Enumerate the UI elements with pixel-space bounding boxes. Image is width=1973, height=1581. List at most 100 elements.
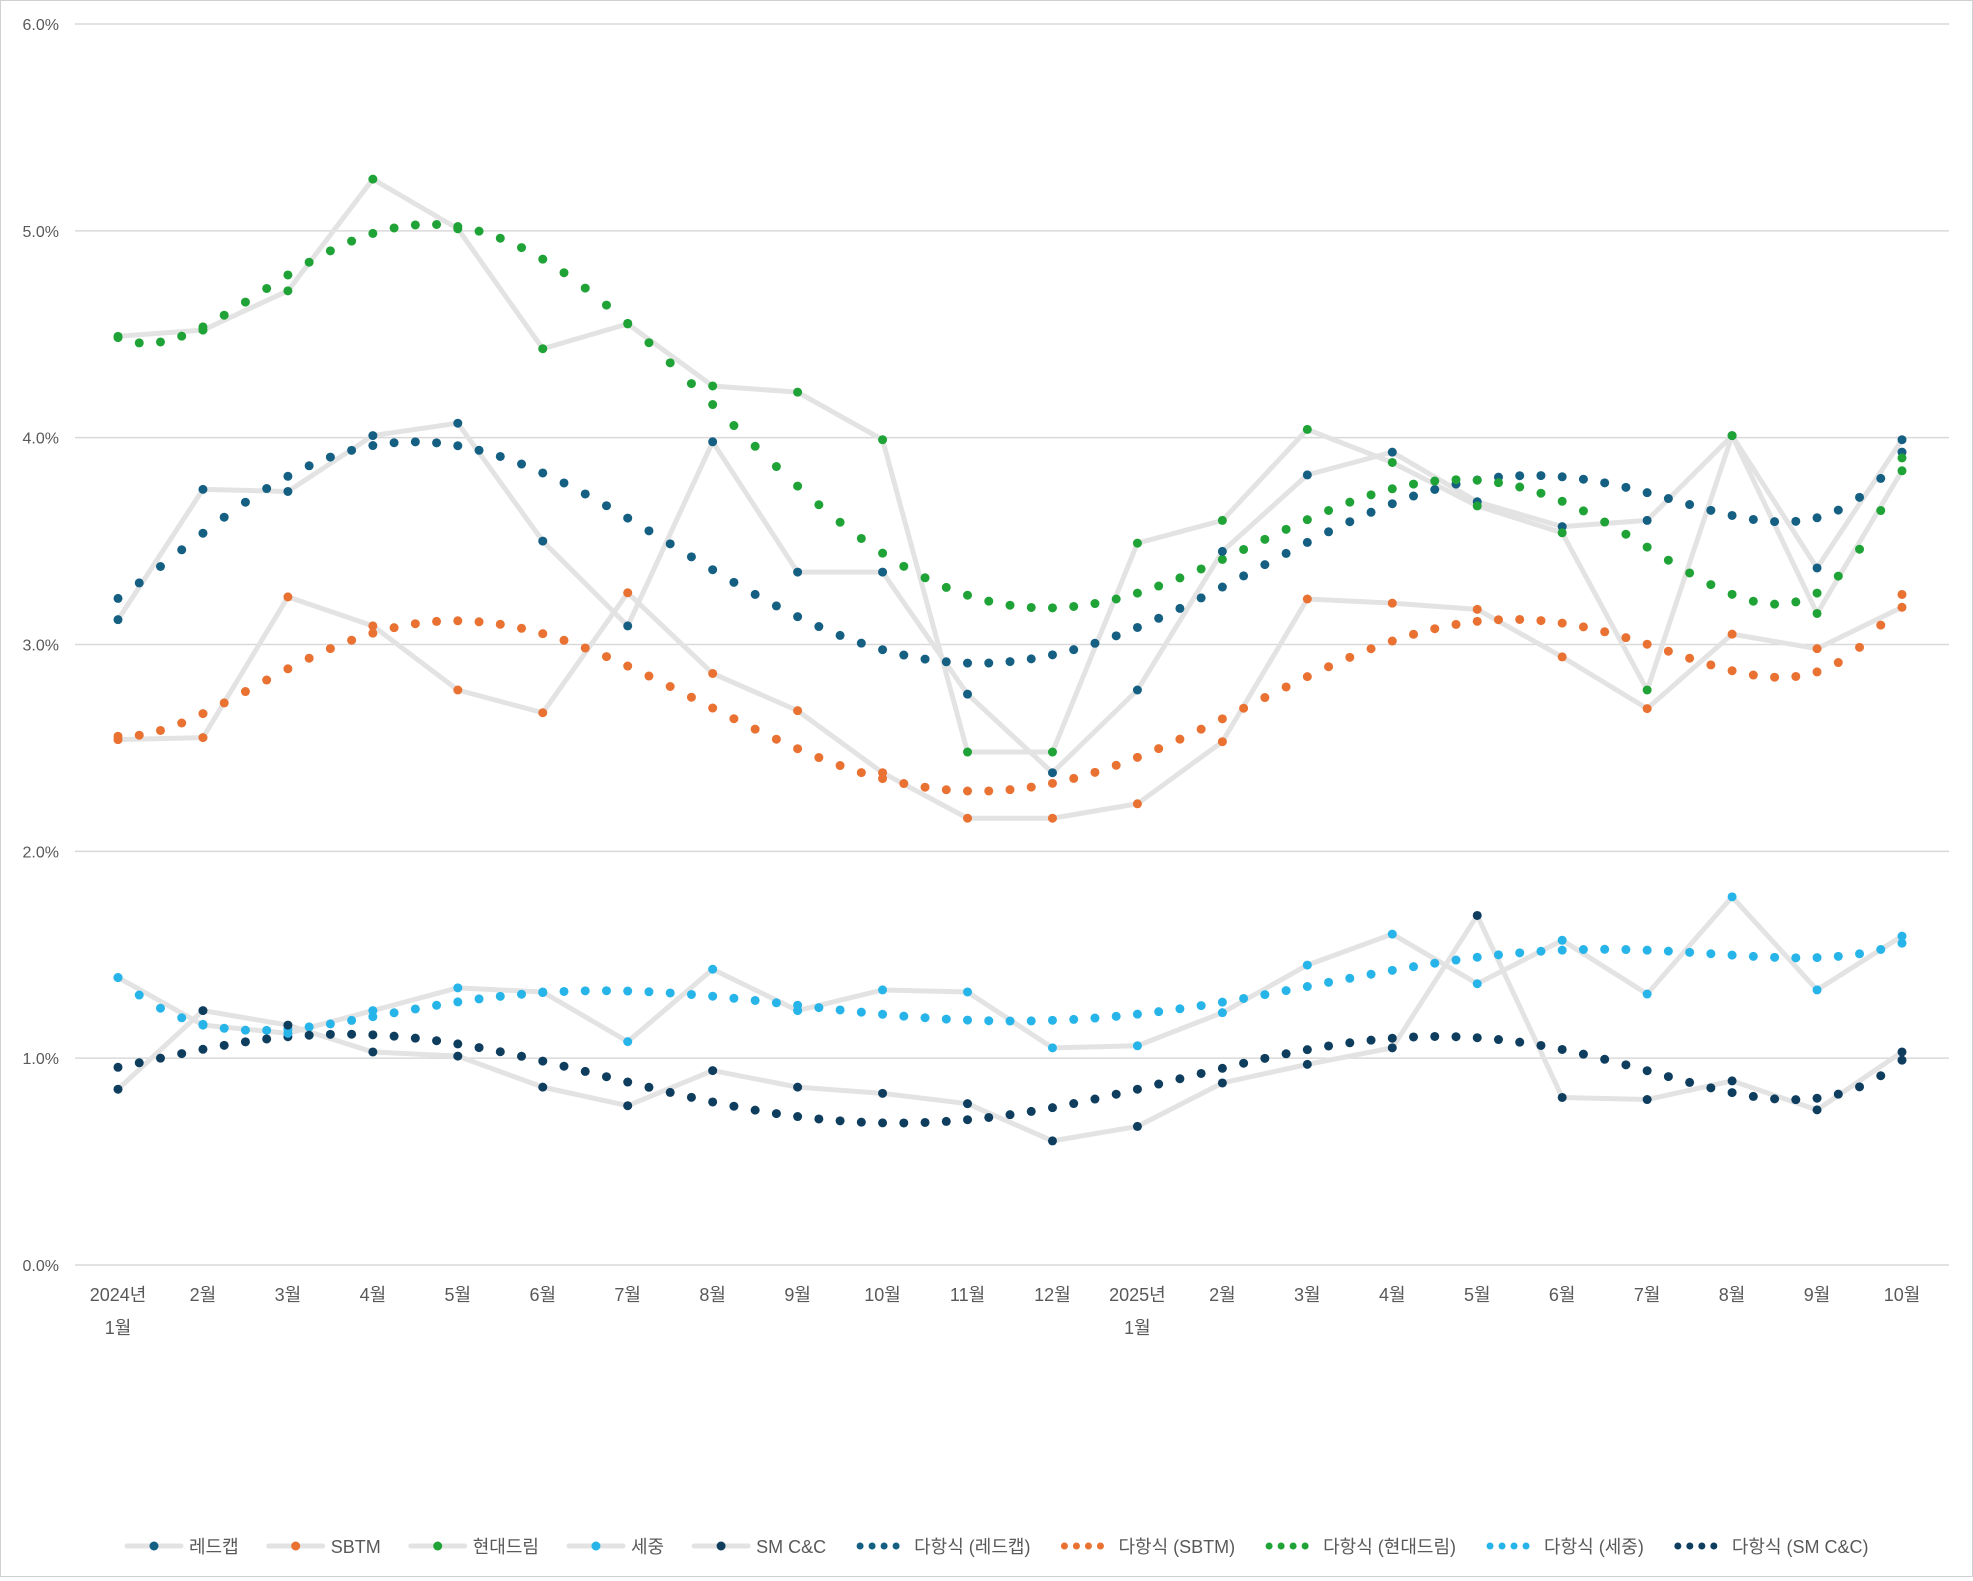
trendline-dot — [963, 590, 973, 600]
data-point — [1047, 747, 1057, 757]
trendline-dot — [177, 1049, 187, 1059]
trendline-dot — [1706, 580, 1716, 590]
legend-trend-swatch — [1301, 1542, 1309, 1550]
data-point — [793, 567, 803, 577]
trendline-dot — [686, 1092, 696, 1102]
data-point — [1047, 1136, 1057, 1146]
legend-trend-swatch — [1289, 1542, 1297, 1550]
legend-marker — [149, 1541, 159, 1551]
legend-trend-swatch — [1710, 1542, 1718, 1550]
trendline-dot — [495, 991, 505, 1001]
trendline-dot — [1663, 646, 1673, 656]
legend-label: 레드캡 — [189, 1537, 239, 1557]
trendline-dot — [240, 1025, 250, 1035]
trendline-dot — [198, 528, 208, 538]
trendline-dot — [1366, 507, 1376, 517]
trendline-dot — [1876, 1071, 1886, 1081]
data-point — [453, 983, 463, 993]
trendline-dot — [1154, 613, 1164, 623]
trendline-dot — [495, 233, 505, 243]
trendline-dot — [474, 445, 484, 455]
y-tick-label: 4.0% — [23, 431, 59, 448]
trendline-dot — [389, 623, 399, 633]
trendline-dot — [453, 997, 463, 1007]
trendline-dot — [1302, 1045, 1312, 1055]
legend-trend-swatch — [1522, 1542, 1530, 1550]
trendline-dot — [1642, 542, 1652, 552]
trendline-dot — [1578, 474, 1588, 484]
trendline-dot — [283, 664, 293, 674]
trendline-dot — [1621, 945, 1631, 955]
y-tick-label: 0.0% — [23, 1258, 59, 1275]
trendline-dot — [580, 283, 590, 293]
trendline-dot — [1515, 1037, 1525, 1047]
trendline-dot — [1557, 945, 1567, 955]
trendline-dot — [1239, 993, 1249, 1003]
trendline-dot — [1791, 953, 1801, 963]
trendline-dot — [580, 643, 590, 653]
trendline-dot — [1600, 517, 1610, 527]
trendline-dot — [1855, 492, 1865, 502]
trendline-dot — [538, 254, 548, 264]
trendline-dot — [1281, 1049, 1291, 1059]
trendline-dot — [1578, 506, 1588, 516]
series-line — [117, 590, 1904, 821]
data-point — [878, 567, 888, 577]
trendline-dot — [262, 484, 272, 494]
trendline-dot — [899, 1118, 909, 1128]
trendline-dot — [708, 703, 718, 713]
trendline-dot — [1833, 951, 1843, 961]
series-markers — [113, 174, 1907, 1146]
trendline-dot — [1217, 997, 1227, 1007]
legend-trend-swatch — [856, 1542, 864, 1550]
trendline-dot — [1366, 644, 1376, 654]
trendline-dot — [1685, 568, 1695, 578]
trendline-dot — [1005, 1110, 1015, 1120]
trendline-dot — [1727, 1088, 1737, 1098]
trendline-dot — [1451, 1032, 1461, 1042]
data-point — [1302, 594, 1312, 604]
data-point — [538, 1082, 548, 1092]
legend-trend-swatch — [880, 1542, 888, 1550]
trendline-dot — [1578, 622, 1588, 632]
trendline-dot — [262, 1034, 272, 1044]
x-tick-label: 4월 — [1379, 1285, 1406, 1305]
x-axis-ticks: 2024년 1월 2월 3월 4월 5월 6월 7월 8월 9월 10월 11월 12월 2025년 1월 2… — [90, 1285, 1921, 1338]
trendline-dot — [814, 1114, 824, 1124]
trendline-dot — [134, 990, 144, 1000]
trendline-dot — [1345, 497, 1355, 507]
trendline-dot — [1090, 1013, 1100, 1023]
legend-label: 다항식 (레드캡) — [914, 1537, 1030, 1557]
x-tick-label: 7월 — [614, 1285, 641, 1305]
trendline-dot — [1855, 1082, 1865, 1092]
trendline-dot — [1026, 1106, 1036, 1116]
trendline-dot — [1663, 946, 1673, 956]
trendline-dot — [1217, 554, 1227, 564]
data-point — [1642, 1095, 1652, 1105]
trendline-dot — [580, 986, 590, 996]
data-point — [1302, 960, 1312, 970]
x-tick-label: 9월 — [784, 1285, 811, 1305]
y-tick-label: 5.0% — [23, 224, 59, 241]
trendline-dot — [134, 338, 144, 348]
trendline-dot — [389, 1008, 399, 1018]
trendline-dot — [134, 1058, 144, 1068]
trendline-dot — [1239, 703, 1249, 713]
data-point — [538, 987, 548, 997]
trendline-dot — [1387, 1033, 1397, 1043]
legend-trend-swatch — [1265, 1542, 1273, 1550]
data-point — [1897, 435, 1907, 445]
trendline-dot — [1791, 671, 1801, 681]
trendline-dot — [1685, 1077, 1695, 1087]
legend-trend-swatch — [1510, 1542, 1518, 1550]
data-point — [1387, 1043, 1397, 1053]
trendline-dot — [1557, 618, 1567, 628]
trendline-dot — [835, 1116, 845, 1126]
trendline-dot — [304, 461, 314, 471]
data-point — [113, 331, 123, 341]
trendline-dot — [1600, 1054, 1610, 1064]
data-point — [878, 985, 888, 995]
trendline-dot — [580, 489, 590, 499]
trendline-dot — [984, 1016, 994, 1026]
trendline-dot — [1833, 658, 1843, 668]
